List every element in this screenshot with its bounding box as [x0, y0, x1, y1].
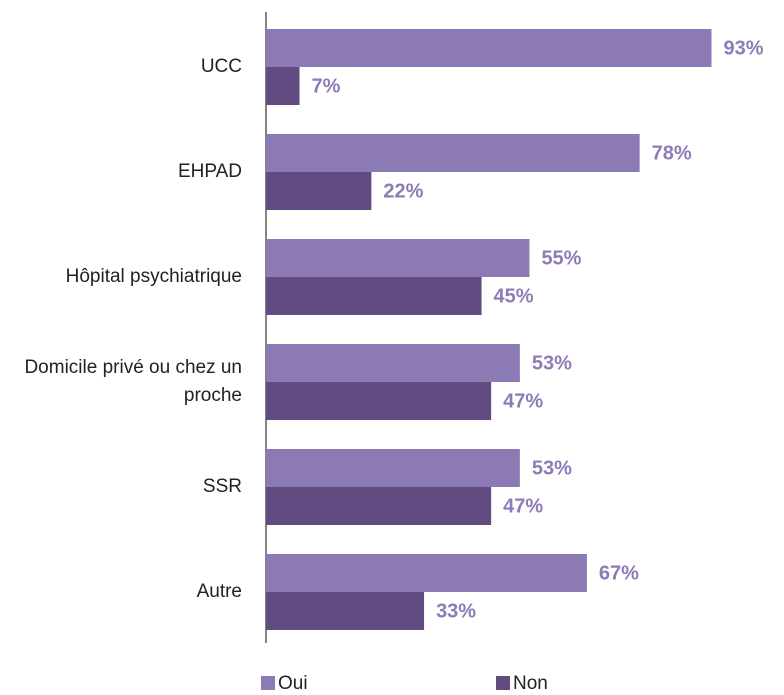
bar — [266, 172, 372, 210]
y-tick-label: Domicile privé ou chez un proche — [24, 357, 242, 406]
value-label: 47% — [503, 390, 543, 412]
bar — [266, 487, 492, 525]
y-tick-label: EHPAD — [178, 161, 242, 182]
y-tick-label: UCC — [201, 56, 242, 77]
value-label: 67% — [599, 562, 639, 584]
value-label: 53% — [532, 457, 572, 479]
bar — [266, 554, 587, 592]
value-label: 47% — [503, 495, 543, 517]
value-label: 78% — [652, 142, 692, 164]
value-label: 33% — [436, 600, 476, 622]
legend-swatch — [496, 676, 510, 690]
y-tick-label-line: Domicile privé ou chez un — [24, 357, 242, 378]
legend-label: Non — [513, 673, 548, 694]
legend-label: Oui — [278, 673, 308, 694]
bar — [266, 449, 520, 487]
bar — [266, 277, 482, 315]
value-label: 93% — [723, 37, 763, 59]
bar — [266, 134, 640, 172]
y-tick-label: Hôpital psychiatrique — [66, 266, 242, 287]
y-tick-label-line: proche — [184, 385, 242, 406]
bar — [266, 382, 492, 420]
bar — [266, 29, 712, 67]
y-tick-label: Autre — [197, 581, 242, 602]
bar — [266, 67, 300, 105]
value-label: 45% — [494, 285, 534, 307]
bar — [266, 239, 530, 277]
value-label: 22% — [383, 180, 423, 202]
y-tick-label: SSR — [203, 476, 242, 497]
value-label: 53% — [532, 352, 572, 374]
value-label: 7% — [312, 75, 341, 97]
bar — [266, 344, 520, 382]
bar — [266, 592, 425, 630]
value-label: 55% — [541, 247, 581, 269]
legend-swatch — [261, 676, 275, 690]
